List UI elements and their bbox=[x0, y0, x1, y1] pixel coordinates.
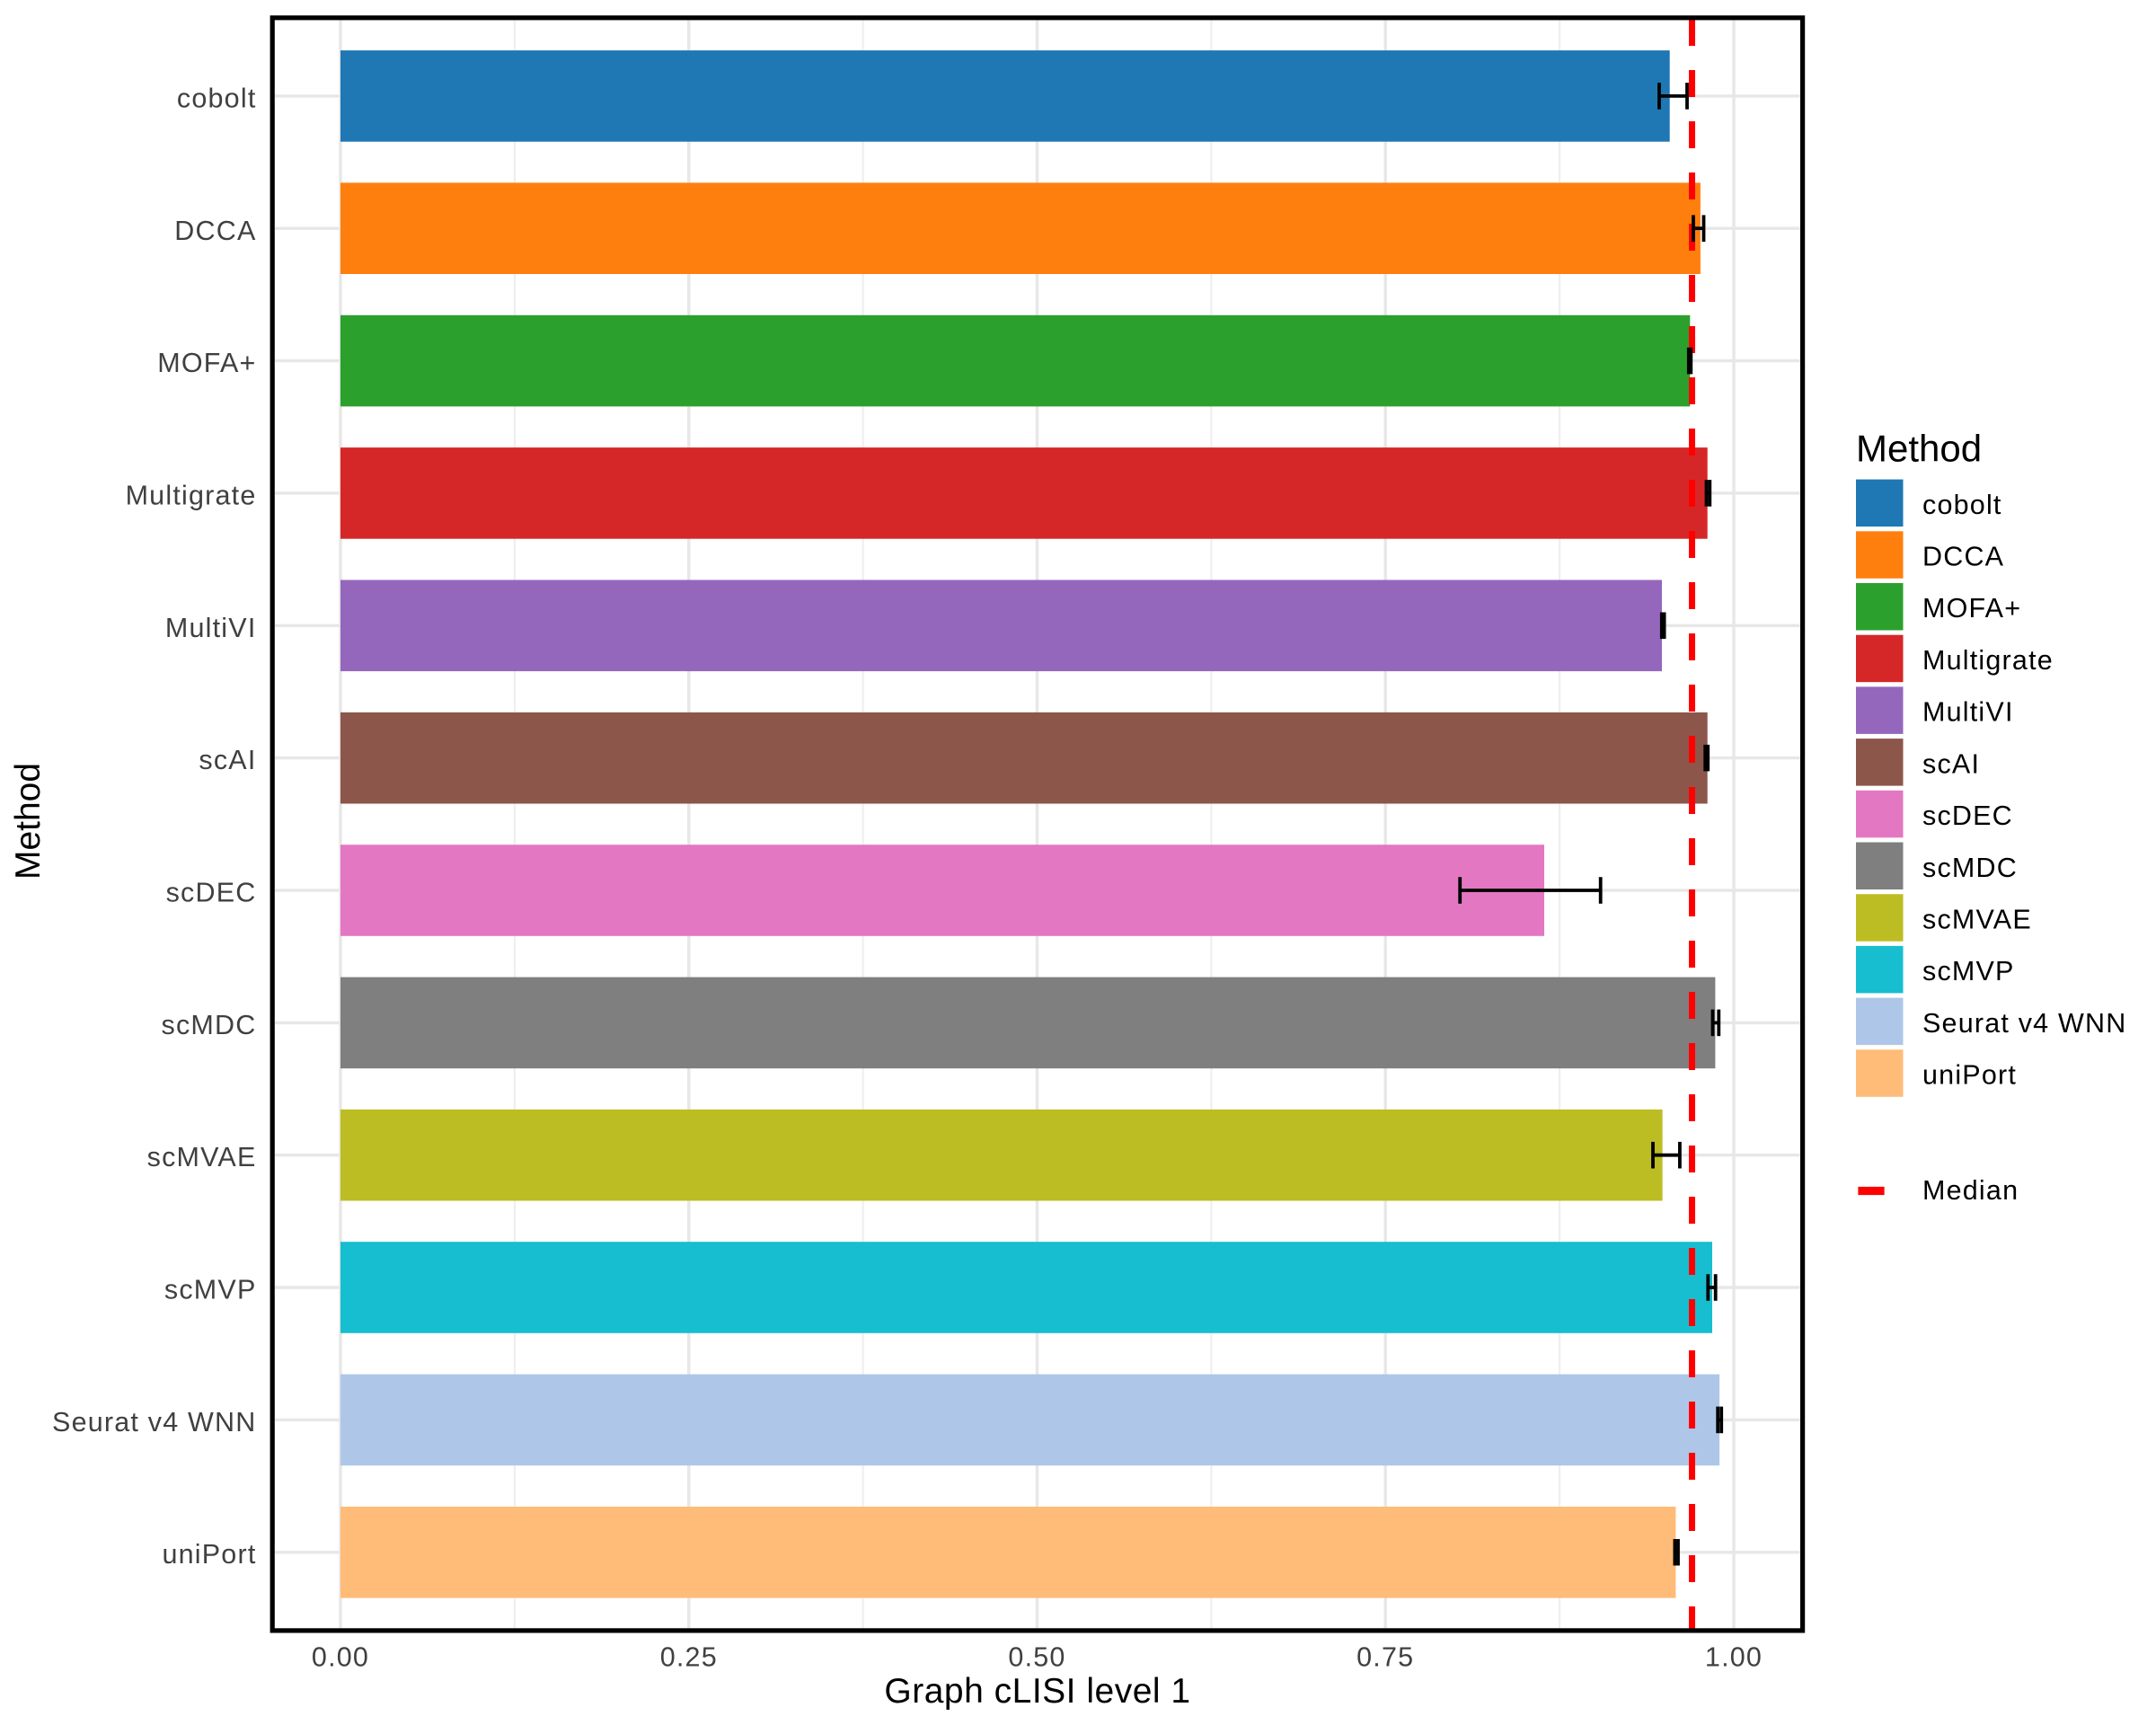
svg-text:scMVP: scMVP bbox=[1922, 956, 2015, 986]
svg-text:scDEC: scDEC bbox=[1922, 801, 2013, 831]
svg-text:DCCA: DCCA bbox=[174, 216, 256, 246]
svg-text:MOFA+: MOFA+ bbox=[1922, 593, 2021, 624]
svg-text:0.50: 0.50 bbox=[1008, 1642, 1065, 1673]
svg-text:scMVAE: scMVAE bbox=[147, 1142, 257, 1172]
svg-text:scMDC: scMDC bbox=[162, 1010, 257, 1040]
svg-text:Median: Median bbox=[1922, 1175, 2019, 1206]
svg-text:DCCA: DCCA bbox=[1922, 542, 2004, 572]
svg-text:0.25: 0.25 bbox=[660, 1642, 718, 1673]
svg-text:MultiVI: MultiVI bbox=[165, 613, 257, 643]
svg-text:0.75: 0.75 bbox=[1356, 1642, 1414, 1673]
svg-text:scAI: scAI bbox=[1922, 748, 1980, 779]
svg-text:scMVP: scMVP bbox=[164, 1275, 257, 1305]
svg-text:MultiVI: MultiVI bbox=[1922, 697, 2014, 728]
svg-text:cobolt: cobolt bbox=[1922, 490, 2002, 520]
svg-text:scMDC: scMDC bbox=[1922, 853, 2018, 883]
svg-text:1.00: 1.00 bbox=[1705, 1642, 1763, 1673]
svg-text:Seurat v4 WNN: Seurat v4 WNN bbox=[1922, 1008, 2126, 1039]
svg-text:Seurat v4 WNN: Seurat v4 WNN bbox=[52, 1407, 256, 1438]
svg-text:Multigrate: Multigrate bbox=[1922, 645, 2054, 676]
svg-text:Graph cLISI level 1: Graph cLISI level 1 bbox=[884, 1672, 1190, 1711]
svg-text:scMVAE: scMVAE bbox=[1922, 905, 2032, 935]
svg-text:0.00: 0.00 bbox=[312, 1642, 369, 1673]
svg-text:MOFA+: MOFA+ bbox=[157, 348, 256, 378]
svg-text:Method: Method bbox=[1856, 428, 1982, 470]
svg-text:Multigrate: Multigrate bbox=[126, 480, 257, 510]
svg-text:Method: Method bbox=[9, 763, 48, 880]
svg-text:uniPort: uniPort bbox=[1922, 1060, 2017, 1091]
svg-text:scDEC: scDEC bbox=[166, 878, 257, 908]
svg-text:uniPort: uniPort bbox=[162, 1539, 256, 1570]
svg-text:cobolt: cobolt bbox=[177, 83, 257, 113]
svg-text:scAI: scAI bbox=[199, 745, 256, 775]
